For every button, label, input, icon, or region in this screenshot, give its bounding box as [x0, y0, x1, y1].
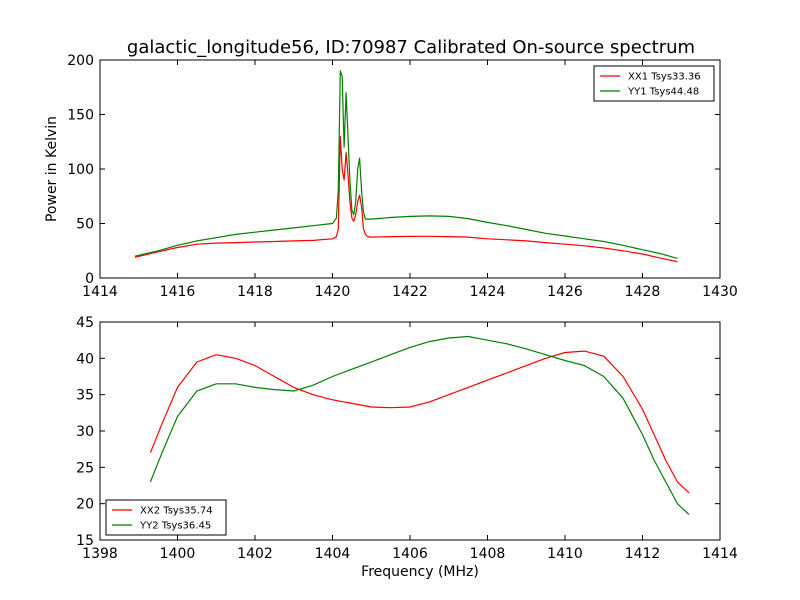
- y-tick-label: 150: [67, 108, 94, 124]
- y-tick-label: 15: [76, 533, 94, 549]
- y-tick-label: 35: [76, 388, 94, 404]
- x-tick-label: 1422: [392, 284, 428, 300]
- y-tick-label: 45: [76, 315, 94, 331]
- y-tick-label: 0: [85, 271, 94, 287]
- legend-2: XX2 Tsys35.74 YY2 Tsys36.45: [105, 499, 227, 536]
- series-line-1-1: [134, 135, 678, 263]
- x-tick-label: 1426: [547, 284, 583, 300]
- x-tick-label: 1414: [702, 546, 738, 562]
- x-tick-label: 1408: [470, 546, 506, 562]
- series-line-2-2: [149, 335, 690, 516]
- x-tick-label: 1418: [237, 284, 273, 300]
- x-tick-label: 1424: [470, 284, 506, 300]
- legend-label: XX2 Tsys35.74: [140, 506, 213, 517]
- x-tick-label: 1428: [625, 284, 661, 300]
- y-tick-label: 40: [76, 351, 94, 367]
- x-tick-label: 1420: [315, 284, 351, 300]
- x-axis-label: Frequency (MHz): [361, 564, 479, 580]
- x-tick-label: 1406: [392, 546, 428, 562]
- y-tick-label: 50: [76, 217, 94, 233]
- chart-title: galactic_longitude56, ID:70987 Calibrate…: [127, 37, 695, 58]
- x-tick-label: 1400: [160, 546, 196, 562]
- legend-box: [593, 65, 715, 102]
- legend-1: XX1 Tsys33.36 YY1 Tsys44.48: [593, 65, 715, 102]
- x-tick-label: 1414: [82, 284, 118, 300]
- legend-label: YY1 Tsys44.48: [627, 87, 699, 98]
- x-tick-label: 1398: [82, 546, 118, 562]
- series-line-2-1: [149, 350, 690, 494]
- y-tick-label: 200: [67, 53, 94, 69]
- y-tick-label: 20: [76, 497, 94, 513]
- x-tick-label: 1410: [547, 546, 583, 562]
- bottom-panel: 1398 1400 1402 1404 1406 1408 1410 1412 1414 15 20…: [76, 315, 738, 580]
- x-tick-label: 1430: [702, 284, 738, 300]
- x-tick-label: 1404: [315, 546, 351, 562]
- y-tick-label: 25: [76, 460, 94, 476]
- top-panel: 1414 1416 1418 1420 1422 1424 1426 1428 1430 0 50 1…: [44, 53, 738, 300]
- legend-box: [105, 499, 227, 536]
- y-tick-label: 30: [76, 424, 94, 440]
- x-tick-label: 1402: [237, 546, 273, 562]
- x-tick-label: 1412: [625, 546, 661, 562]
- legend-label: YY2 Tsys36.45: [139, 521, 211, 532]
- y-axis-label: Power in Kelvin: [44, 116, 60, 222]
- y-tick-label: 100: [67, 162, 94, 178]
- legend-label: XX1 Tsys33.36: [628, 72, 701, 83]
- x-tick-label: 1416: [160, 284, 196, 300]
- series-line-1-2: [134, 70, 678, 259]
